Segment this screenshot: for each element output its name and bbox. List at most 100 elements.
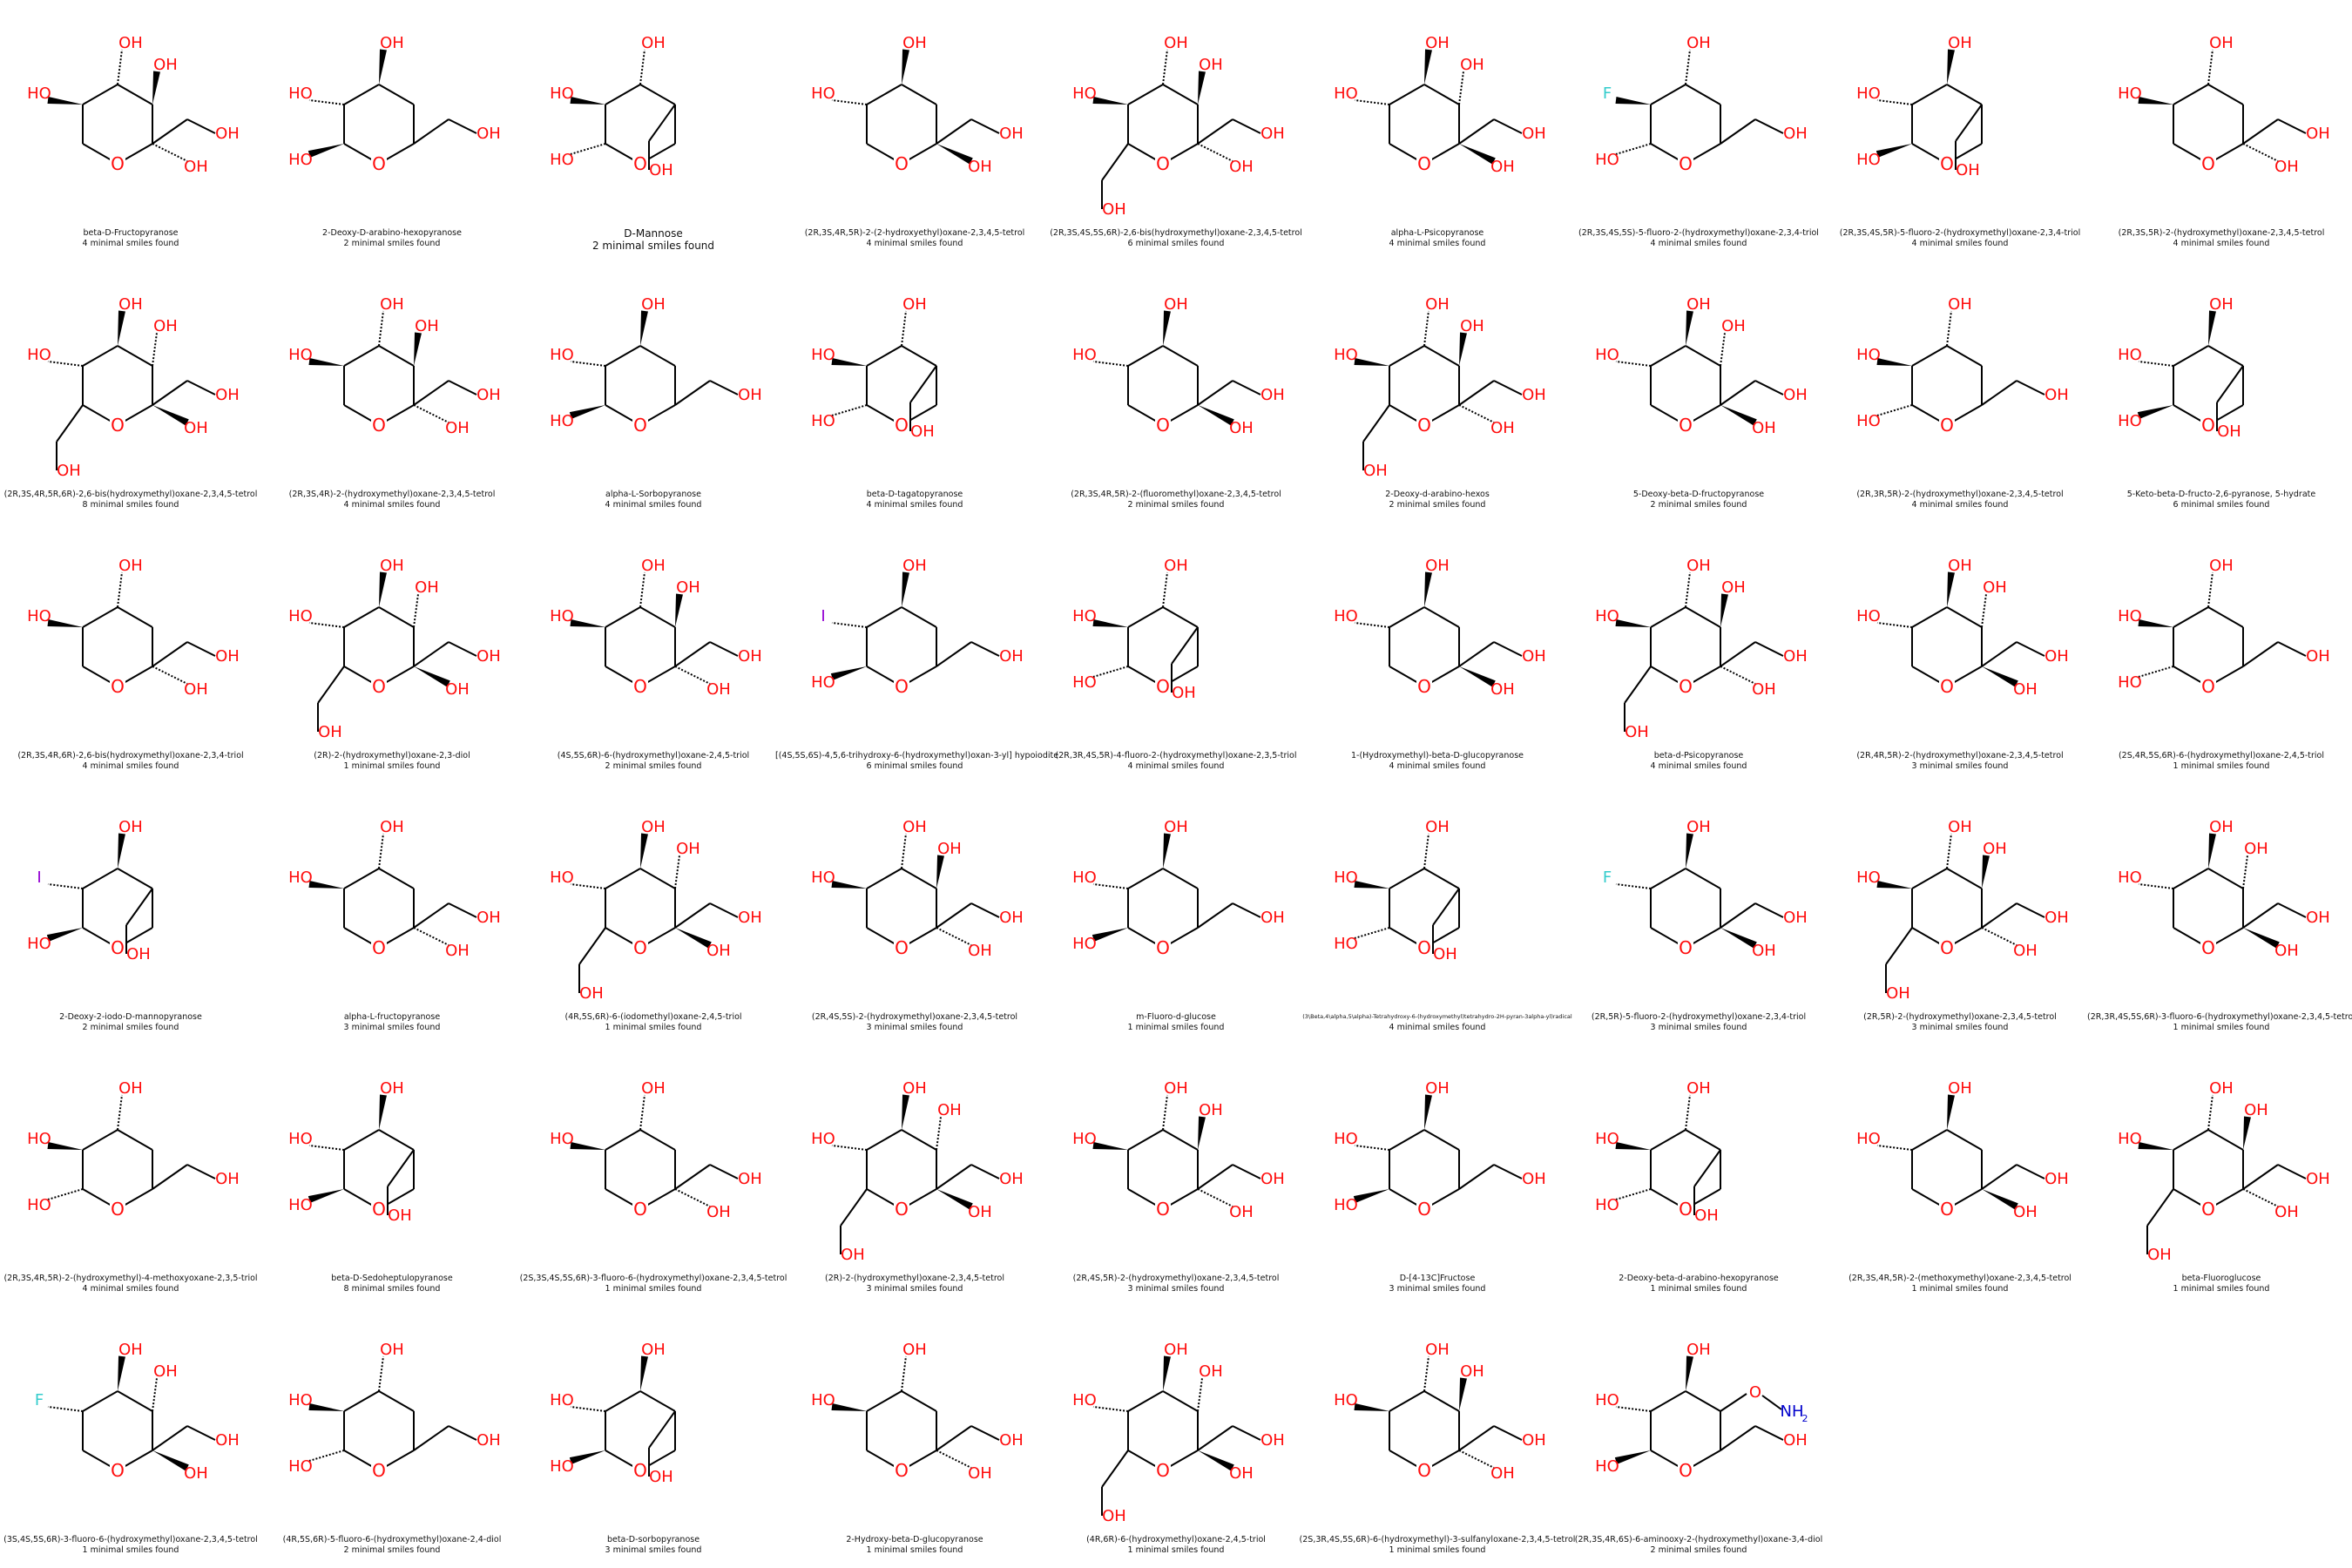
ring-bond bbox=[117, 1129, 153, 1151]
smiles-count: 6 minimal smiles found bbox=[1127, 239, 1225, 248]
hydroxyl-label: OH bbox=[968, 942, 992, 960]
hydroxyl-label: OH bbox=[910, 422, 935, 441]
ring-bond bbox=[1685, 1390, 1721, 1412]
ring-oxygen-label: O bbox=[1679, 415, 1693, 436]
hashed-bond bbox=[152, 143, 188, 162]
hydroxyl-label: HO bbox=[550, 1391, 574, 1409]
bond bbox=[2277, 902, 2307, 918]
hydroxyl-label: OH bbox=[706, 680, 731, 699]
molecule-name: (2S,3S,4S,5S,6R)-3-fluoro-6-(hydroxymeth… bbox=[519, 1274, 787, 1283]
ring-bond bbox=[605, 868, 641, 889]
molecule-cell: O I OH OH HO 2-Deoxy-2-iodo-D-mannopyranose 2 … bbox=[0, 784, 261, 1045]
hydroxyl-label: OH bbox=[937, 1101, 962, 1119]
wedge-bond bbox=[152, 71, 160, 105]
bond bbox=[1232, 380, 1261, 395]
bond bbox=[674, 641, 711, 667]
molecule-cell: O HO OH OH OH OH OH beta-d-Psicopyranose 4 minim… bbox=[1568, 523, 1829, 784]
hydroxyl-label: HO bbox=[550, 1130, 574, 1148]
wedge-bond bbox=[1982, 666, 2018, 687]
structure-drawing: O HO OH OH OH bbox=[811, 1341, 1024, 1483]
smiles-count: 1 minimal smiles found bbox=[2173, 1284, 2270, 1294]
structure-drawing: O HO OH OH HO bbox=[1334, 818, 1460, 963]
hashed-bond bbox=[1423, 1355, 1429, 1392]
bond bbox=[152, 380, 188, 406]
hydroxyl-label: OH bbox=[445, 942, 470, 960]
bond bbox=[1197, 380, 1233, 406]
bond bbox=[674, 902, 711, 929]
molecule-cell: O HO OH OH OH OH OH (4R,5S,6R)-6-(iodomethyl)ox… bbox=[523, 784, 784, 1045]
ring-bond bbox=[343, 606, 380, 628]
ring-oxygen-label: O bbox=[372, 153, 386, 174]
hydroxyl-label: OH bbox=[706, 1203, 731, 1221]
bond bbox=[1754, 118, 1784, 134]
smiles-count: 2 minimal smiles found bbox=[1650, 500, 1747, 510]
ring-bond bbox=[1127, 868, 1164, 889]
hydroxyl-label: OH bbox=[476, 909, 501, 927]
ring-bond bbox=[2207, 345, 2244, 367]
molecule-name: 2-Deoxy-d-arabino-hexos bbox=[1385, 490, 1490, 499]
hydroxyl-label: OH bbox=[1102, 200, 1126, 219]
ring-oxygen-label: O bbox=[633, 415, 647, 436]
hydroxyl-label: OH bbox=[1686, 295, 1711, 314]
bond bbox=[1493, 118, 1523, 134]
molecule-cell: O HO OH OH OH alpha-L-fructopyranose 3 minimal… bbox=[261, 784, 523, 1045]
ring-bond bbox=[605, 606, 641, 628]
hydroxyl-label: OH bbox=[2209, 818, 2234, 836]
structure-drawing: O HO OH OH HO bbox=[1072, 818, 1285, 958]
molecule-cell: O HO OH OH HO beta-D-sorbopyranose 3 minimal s… bbox=[523, 1307, 784, 1568]
molecule-name: beta-Fluoroglucose bbox=[2181, 1274, 2261, 1283]
bond bbox=[1458, 1164, 1495, 1190]
hydroxyl-label: OH bbox=[999, 909, 1024, 927]
hydroxyl-label: OH bbox=[641, 295, 666, 314]
ring-oxygen-label: O bbox=[111, 415, 125, 436]
hashed-bond bbox=[308, 622, 345, 628]
bond bbox=[970, 1425, 1000, 1441]
structure-drawing: O HO OH OH HO bbox=[2118, 295, 2244, 441]
molecule-cell: O HO OH OH HO O NH 2 (2R,3S,4R,6S)-6-aminooxy-2-… bbox=[1568, 1307, 1829, 1568]
hydroxyl-label: HO bbox=[27, 346, 51, 364]
hashed-bond bbox=[674, 855, 680, 889]
hydroxyl-label: OH bbox=[902, 34, 927, 52]
ring-oxygen-label: O bbox=[1417, 676, 1431, 697]
hydroxyl-label: OH bbox=[1260, 909, 1285, 927]
hydroxyl-label: HO bbox=[2118, 84, 2142, 103]
ring-bond bbox=[1650, 84, 1686, 105]
wedge-bond bbox=[47, 619, 83, 627]
hydroxyl-label: HO bbox=[1072, 607, 1097, 625]
hashed-bond bbox=[2138, 361, 2174, 367]
ring-oxygen-label: O bbox=[1940, 676, 1954, 697]
ring-oxygen-label: O bbox=[2201, 676, 2215, 697]
molecule-cell: O HO OH OH OH OH (4S,5S,6R)-6-(hydroxymethyl)o… bbox=[523, 523, 784, 784]
hydroxyl-label: HO bbox=[2118, 412, 2142, 430]
hydroxyl-label: HO bbox=[811, 673, 835, 692]
molecule-name: beta-D-Fructopyranose bbox=[83, 228, 179, 238]
bond bbox=[1981, 902, 2017, 929]
hashed-bond bbox=[378, 833, 384, 869]
ring-oxygen-label: O bbox=[372, 1460, 386, 1481]
hydroxyl-label: OH bbox=[841, 1246, 865, 1264]
wedge-bond bbox=[1354, 881, 1389, 889]
ring-oxygen-label: O bbox=[895, 415, 909, 436]
wedge-bond bbox=[902, 1094, 909, 1130]
ring-bond bbox=[1911, 868, 1948, 889]
molecule-name: (2S,3R,4S,5S,6R)-6-(hydroxymethyl)-3-sul… bbox=[1299, 1535, 1576, 1544]
bond bbox=[56, 404, 84, 443]
hydroxyl-label: OH bbox=[1164, 557, 1188, 575]
bond bbox=[1955, 104, 1983, 142]
molecule-name: 2-Deoxy-2-iodo-D-mannopyranose bbox=[59, 1012, 202, 1022]
wedge-bond bbox=[1459, 666, 1496, 687]
wedge-bond bbox=[1198, 1450, 1234, 1471]
molecule-name: (3S,4S,5S,6R)-3-fluoro-6-(hydroxymethyl)… bbox=[3, 1535, 258, 1544]
hydroxyl-label: OH bbox=[380, 557, 404, 575]
hydroxyl-label: OH bbox=[118, 1079, 143, 1098]
hydroxyl-label: OH bbox=[902, 1341, 927, 1359]
ring-oxygen-label: O bbox=[111, 1460, 125, 1481]
bond bbox=[186, 380, 216, 395]
ring-bond bbox=[1127, 84, 1164, 105]
ring-oxygen-label: O bbox=[1679, 1460, 1693, 1481]
smiles-count: 2 minimal smiles found bbox=[591, 240, 715, 252]
smiles-count: 2 minimal smiles found bbox=[343, 1545, 441, 1555]
hydroxyl-label: HO bbox=[288, 151, 313, 169]
hashed-bond bbox=[901, 310, 907, 347]
smiles-count: 1 minimal smiles found bbox=[605, 1284, 702, 1294]
